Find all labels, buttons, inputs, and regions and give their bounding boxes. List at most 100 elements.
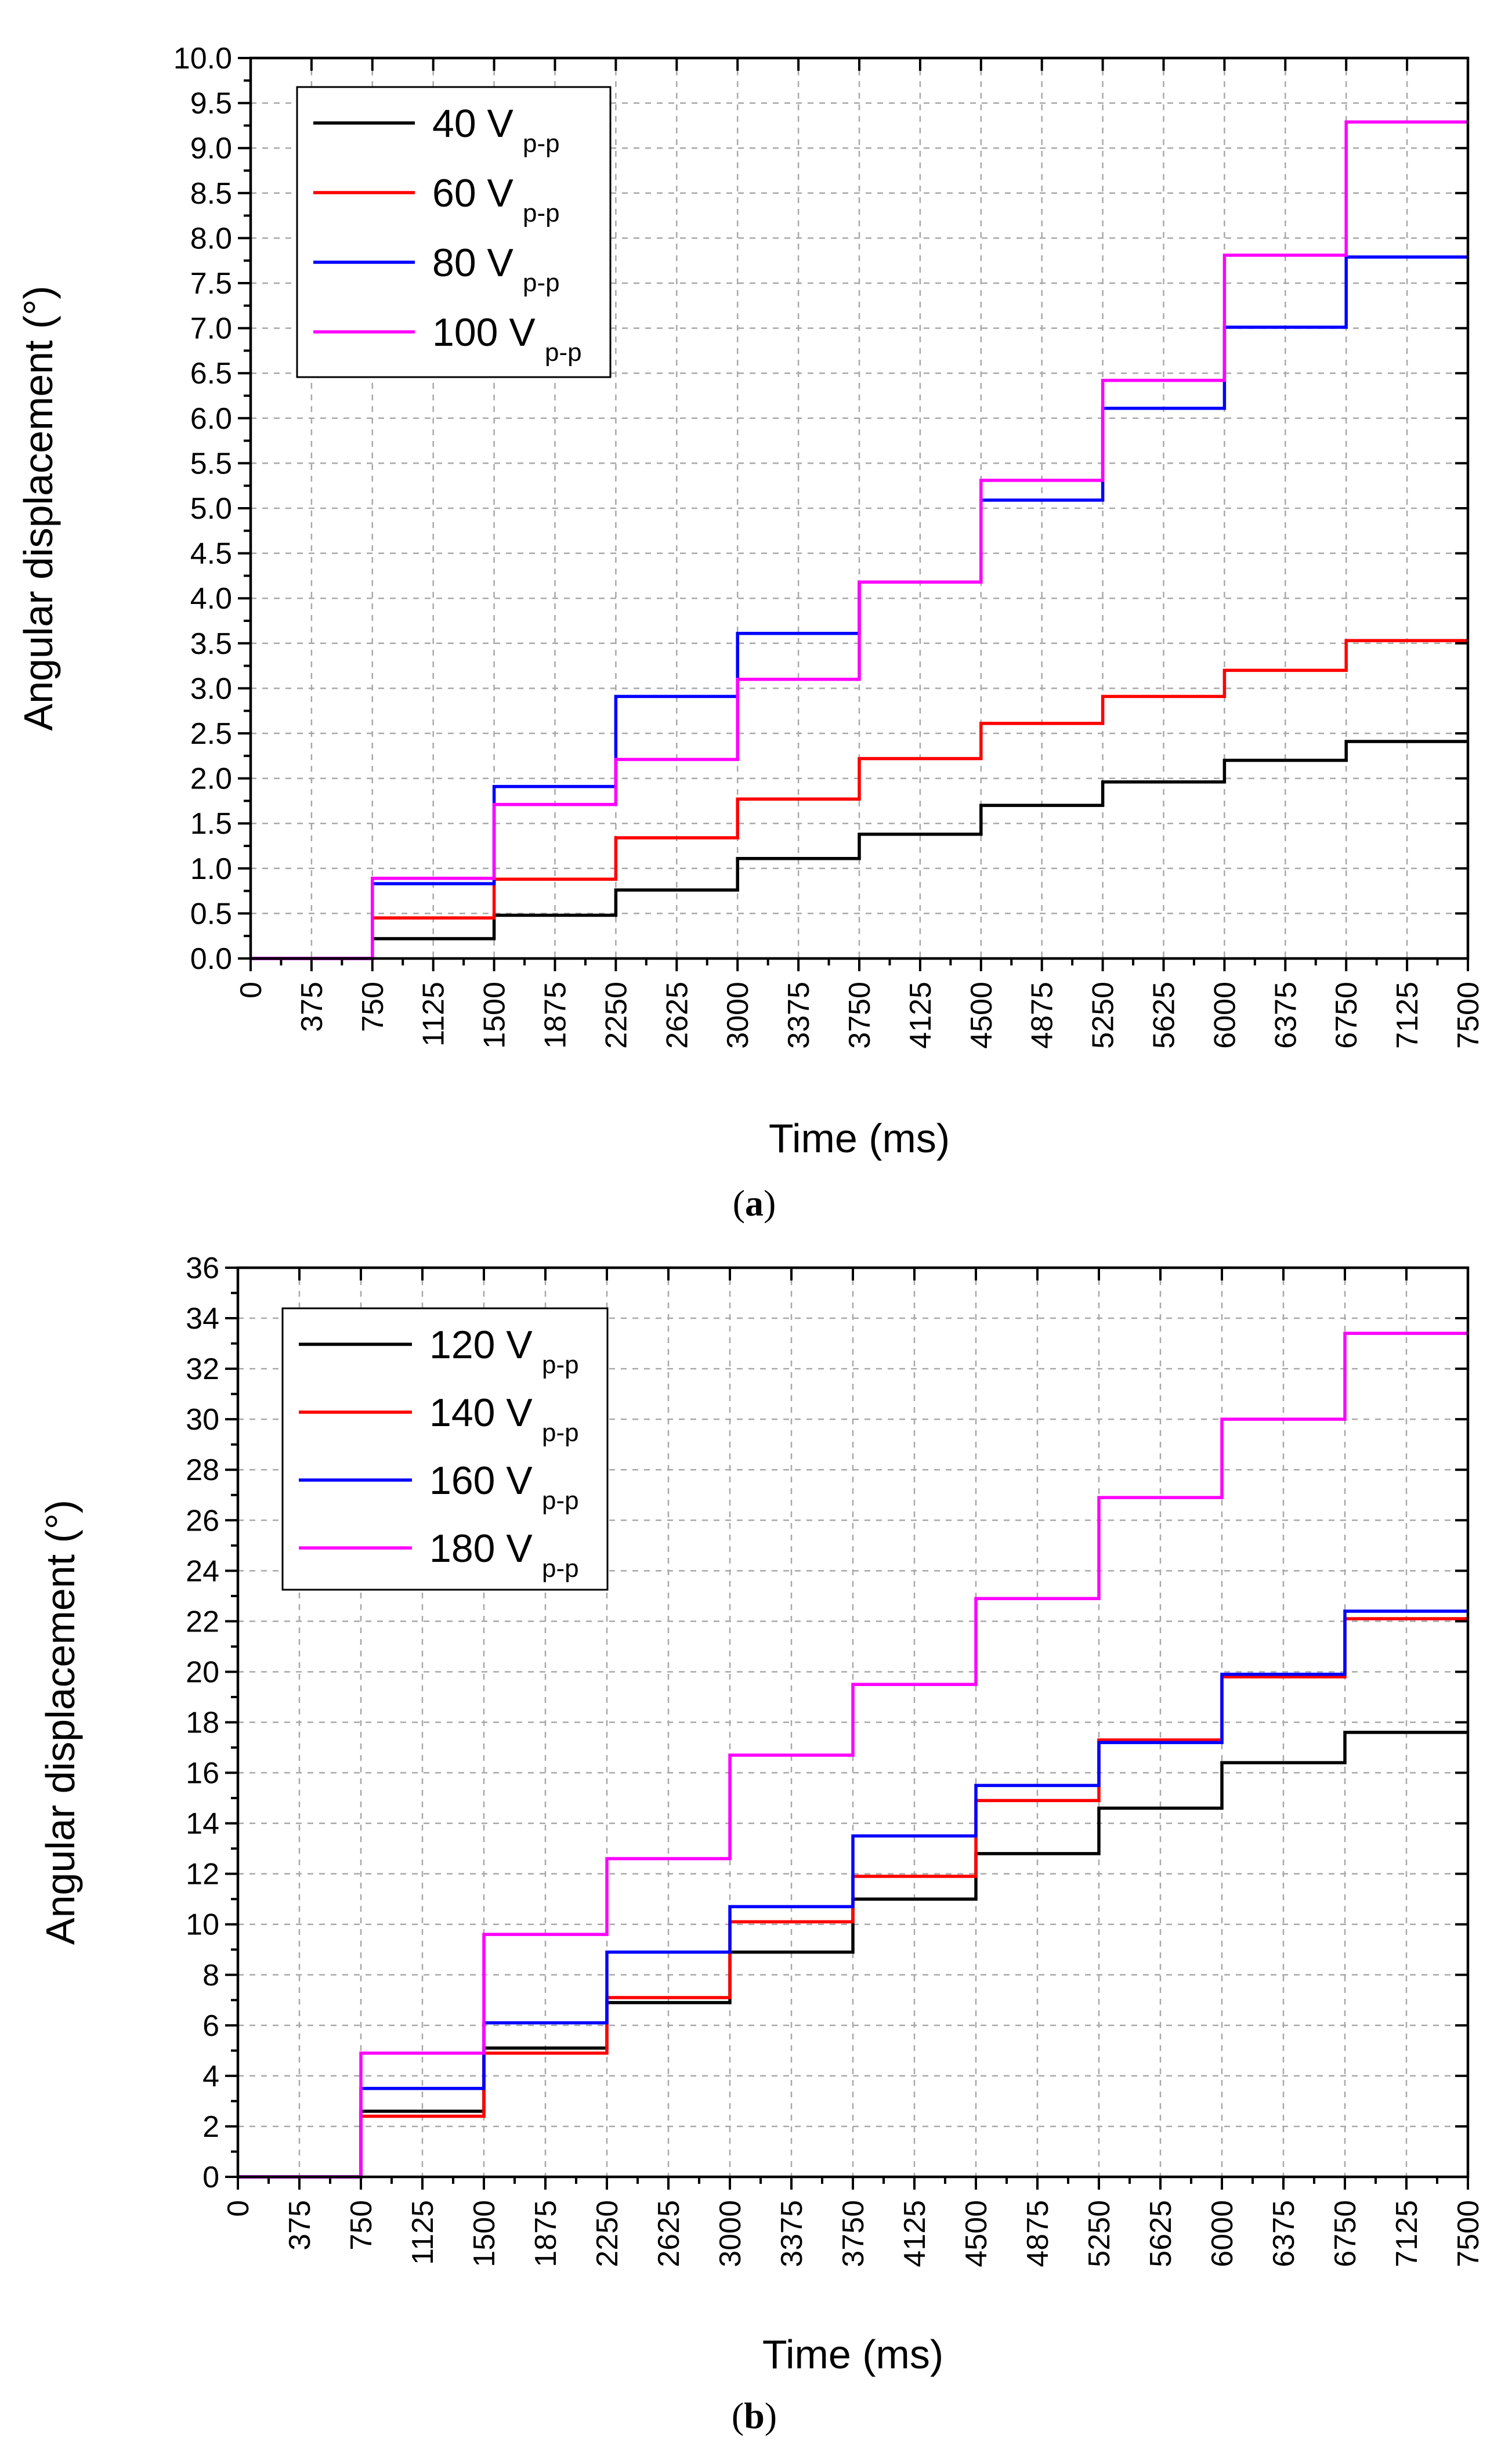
y-tick-label: 7.5 (190, 267, 232, 301)
series-line-3 (238, 1332, 1468, 2179)
x-tick-label: 1875 (539, 982, 573, 1049)
legend-label-subscript: p-p (545, 338, 582, 367)
x-tick-label: 375 (283, 2200, 317, 2251)
y-tick-label: 26 (186, 1504, 219, 1538)
y-tick-label: 3.0 (190, 672, 232, 706)
legend-label-subscript: p-p (542, 1351, 579, 1379)
y-tick-label: 22 (186, 1605, 219, 1638)
legend-item-2: 160 V p-p (299, 1459, 579, 1515)
legend-label: 60 V (432, 171, 514, 215)
y-tick-label: 32 (186, 1352, 219, 1386)
x-tick-label: 4875 (1021, 2200, 1055, 2267)
y-tick-label: 0.5 (190, 897, 232, 931)
x-tick-label: 3750 (843, 982, 877, 1049)
y-tick-label: 8 (202, 1959, 219, 1992)
x-tick-label: 1875 (529, 2200, 563, 2267)
y-tick-label: 28 (186, 1453, 219, 1487)
panel-label-letter: b (744, 2395, 765, 2436)
y-tick-label: 34 (186, 1302, 219, 1336)
y-axis: 0.0 0.5 1.0 1.5 2.0 2.5 3.0 3.5 4.0 4.5 5.0 5.5 6.0 6… (173, 42, 1468, 976)
y-tick-label: 5.5 (190, 447, 232, 480)
y-axis-title: Angular displacement (°) (38, 1500, 83, 1945)
x-tick-label: 1500 (468, 2200, 501, 2267)
legend-box (296, 86, 612, 378)
y-tick-label: 8.5 (190, 177, 232, 211)
chart-panel-b: 0 375 750 1125 1500 1875 2250 2625 3000 3375 3750 4… (38, 1251, 1485, 2436)
y-tick-label: 4.0 (190, 582, 232, 616)
x-tick-label: 6000 (1206, 2200, 1239, 2267)
y-tick-label: 10.0 (173, 42, 232, 75)
legend-label: 120 V (429, 1323, 533, 1367)
x-tick-label: 3375 (775, 2200, 809, 2267)
y-tick-label: 0.0 (190, 942, 232, 976)
x-tick-label: 7125 (1390, 2200, 1424, 2267)
x-axis: 0 375 750 1125 1500 1875 2250 2625 3000 3375 3750 4… (222, 1268, 1485, 2267)
y-tick-label: 4.5 (190, 537, 232, 571)
x-axis-title: Time (ms) (769, 1116, 950, 1161)
x-tick-label: 5250 (1087, 982, 1120, 1049)
x-tick-label: 750 (345, 2200, 378, 2251)
y-tick-label: 0 (202, 2161, 219, 2194)
legend-item-1: 140 V p-p (299, 1391, 579, 1447)
legend-label-subscript: p-p (542, 1486, 579, 1515)
y-axis-title: Angular displacement (°) (16, 285, 61, 730)
y-tick-label: 3.5 (190, 627, 232, 661)
x-tick-label: 2625 (652, 2200, 686, 2267)
legend-box (281, 1307, 609, 1591)
x-tick-label: 1125 (417, 982, 451, 1047)
legend-label: 160 V (429, 1459, 533, 1503)
y-tick-label: 12 (186, 1858, 219, 1891)
legend-label-subscript: p-p (523, 129, 560, 158)
legend-label: 140 V (429, 1391, 533, 1435)
x-tick-label: 2250 (599, 982, 633, 1049)
y-tick-label: 6.0 (190, 402, 232, 436)
x-tick-label: 6375 (1267, 2200, 1301, 2267)
x-tick-label: 2250 (591, 2200, 624, 2267)
legend-item-0: 40 V p-p (313, 102, 560, 158)
x-tick-label: 7125 (1391, 982, 1424, 1049)
y-tick-label: 24 (186, 1554, 219, 1588)
y-tick-label: 30 (186, 1403, 219, 1437)
x-tick-label: 4125 (904, 982, 938, 1049)
legend-item-3: 180 V p-p (299, 1526, 579, 1583)
x-tick-label: 5250 (1083, 2200, 1116, 2267)
x-tick-label: 4500 (960, 2200, 993, 2267)
y-tick-label: 9.0 (190, 132, 232, 165)
series-group (238, 1332, 1468, 2179)
x-tick-label: 4500 (965, 982, 999, 1049)
legend-label: 100 V (432, 310, 536, 354)
x-tick-label: 3000 (714, 2200, 747, 2267)
series-line-2 (238, 1609, 1468, 2179)
y-tick-label: 14 (186, 1807, 219, 1841)
x-axis-title: Time (ms) (762, 2332, 943, 2377)
y-tick-label: 6 (202, 2009, 219, 2043)
x-tick-label: 4875 (1026, 982, 1059, 1049)
x-tick-label: 6000 (1208, 982, 1242, 1049)
y-tick-label: 1.0 (190, 852, 232, 886)
x-tick-label: 4125 (898, 2200, 932, 2267)
y-tick-label: 6.5 (190, 357, 232, 390)
x-tick-label: 2625 (660, 982, 694, 1049)
x-tick-label: 3375 (782, 982, 816, 1049)
series-line-0 (251, 740, 1468, 960)
x-tick-label: 750 (356, 982, 390, 1032)
x-tick-label: 1125 (406, 2200, 440, 2265)
panel-label: (b) (732, 2395, 777, 2436)
x-tick-label: 7500 (1452, 982, 1485, 1049)
legend-label-subscript: p-p (542, 1554, 579, 1583)
legend-label: 180 V (429, 1526, 533, 1571)
x-tick-label: 3750 (837, 2200, 870, 2267)
chart-panel-a: 0 375 750 1125 1500 1875 2250 2625 3000 3375 3750 4… (16, 42, 1485, 1224)
panel-label: (a) (733, 1182, 776, 1224)
x-tick-label: 0 (222, 2200, 255, 2217)
x-tick-label: 5625 (1148, 982, 1181, 1049)
series-line-1 (251, 639, 1468, 960)
y-tick-label: 2.0 (190, 762, 232, 796)
y-tick-label: 8.0 (190, 222, 232, 255)
y-tick-label: 16 (186, 1757, 219, 1790)
y-tick-label: 2.5 (190, 717, 232, 751)
y-tick-label: 10 (186, 1908, 219, 1942)
legend-item-2: 80 V p-p (313, 241, 560, 297)
y-tick-label: 36 (186, 1251, 219, 1285)
